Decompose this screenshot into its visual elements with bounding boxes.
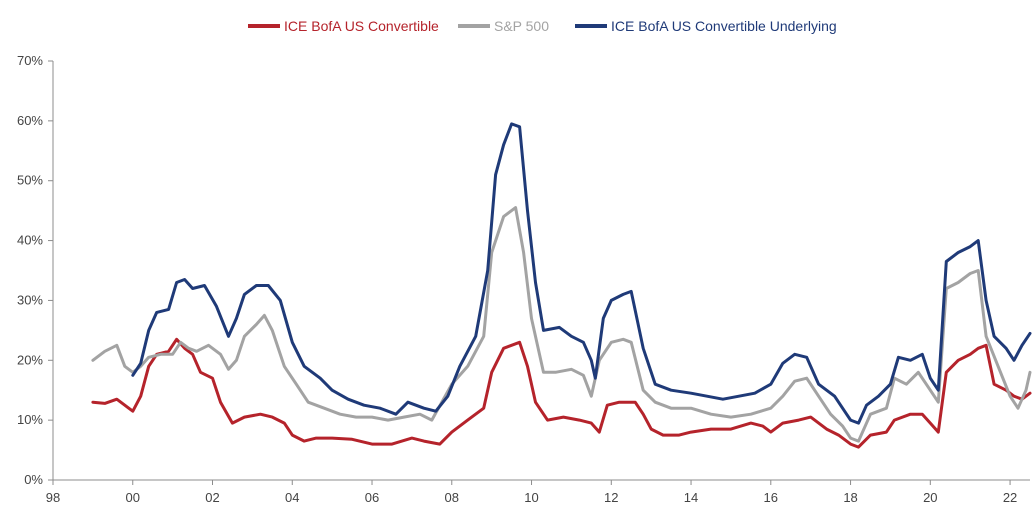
- y-tick-label: 40%: [17, 233, 43, 248]
- x-tick-label: 14: [684, 490, 698, 505]
- x-tick-label: 06: [365, 490, 379, 505]
- x-tick-label: 16: [764, 490, 778, 505]
- legend-label: ICE BofA US Convertible Underlying: [611, 18, 837, 34]
- y-tick-label: 10%: [17, 412, 43, 427]
- y-tick-label: 70%: [17, 53, 43, 68]
- chart-series-layer: [91, 122, 1032, 449]
- legend-item: ICE BofA US Convertible: [248, 18, 439, 34]
- y-tick-label: 60%: [17, 113, 43, 128]
- y-tick-label: 30%: [17, 292, 43, 307]
- x-tick-label: 00: [126, 490, 140, 505]
- legend-item: ICE BofA US Convertible Underlying: [575, 18, 837, 34]
- legend-item: S&P 500: [458, 18, 549, 34]
- x-tick-label: 20: [923, 490, 937, 505]
- x-tick-label: 22: [1003, 490, 1017, 505]
- legend-swatch: [248, 24, 280, 28]
- x-tick-label: 08: [445, 490, 459, 505]
- series-line-1: [91, 206, 1032, 443]
- chart-axes: 0% 10% 20% 30% 40% 50% 60% 70% 98 00 02 04 06 08 10 12 1…: [17, 53, 1030, 505]
- y-tick-label: 50%: [17, 173, 43, 188]
- x-tick-label: 02: [205, 490, 219, 505]
- y-tick-label: 0%: [24, 472, 43, 487]
- x-tick-label: 04: [285, 490, 299, 505]
- x-tick-label: 10: [524, 490, 538, 505]
- y-tick-label: 20%: [17, 352, 43, 367]
- legend-label: S&P 500: [494, 18, 550, 34]
- chart-legend: ICE BofA US Convertible S&P 500 ICE BofA U…: [0, 18, 1035, 40]
- legend-label: ICE BofA US Convertible: [284, 18, 439, 34]
- legend-swatch: [575, 24, 607, 28]
- x-tick-label: 18: [843, 490, 857, 505]
- x-tick-label: 98: [46, 490, 60, 505]
- series-line-0: [91, 337, 1032, 449]
- legend-swatch: [458, 24, 490, 28]
- series-line-2: [131, 122, 1032, 425]
- x-tick-label: 12: [604, 490, 618, 505]
